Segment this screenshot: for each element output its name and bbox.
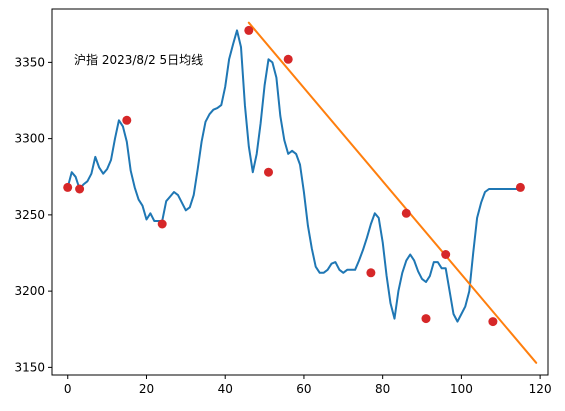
extremum-point [515,182,525,192]
extremum-point [264,167,273,177]
extremum-point [75,184,85,194]
extremum-point [244,25,254,35]
y-tick-label: 3300 [14,132,45,146]
chart-annotation: 沪指 2023/8/2 5日均线 [74,52,203,67]
extremum-point [283,54,293,64]
plot-area [52,9,548,375]
x-tick-label: 0 [64,382,72,396]
extremum-point [63,182,73,192]
extremum-point [122,115,132,125]
extremum-point [421,314,431,324]
y-tick-label: 3200 [14,284,45,298]
extremum-point [488,317,498,327]
y-tick-label: 3350 [14,55,45,69]
x-tick-label: 20 [139,382,154,396]
x-tick-label: 100 [450,382,473,396]
y-tick-label: 3150 [14,360,45,374]
y-axis: 3150 3200 3250 3300 3350 [14,55,52,374]
markers-layer [63,25,525,327]
plot-frame [51,8,549,376]
extremum-point [157,219,167,229]
ma5-line [66,29,522,323]
extremum-point [441,250,451,259]
extremum-point [401,208,411,218]
x-tick-label: 120 [529,382,552,396]
y-tick-label: 3250 [14,208,45,222]
extremum-point [366,268,376,278]
x-tick-label: 60 [296,382,311,396]
lines-layer [66,21,538,364]
x-axis: 0 20 40 60 80 100 120 [64,375,552,396]
x-tick-label: 40 [218,382,233,396]
x-tick-label: 80 [375,382,390,396]
trend-line [247,21,538,364]
